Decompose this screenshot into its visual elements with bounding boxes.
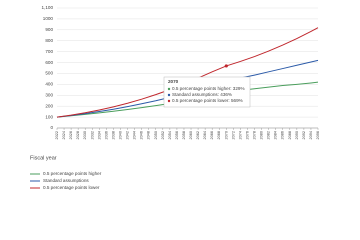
x-axis-title: Fiscal year bbox=[30, 155, 57, 161]
x-tick-label: 2058 bbox=[182, 131, 186, 139]
x-tick-label: 2046 bbox=[140, 131, 144, 139]
annotation-bullet bbox=[167, 87, 171, 91]
annotation-bullet bbox=[167, 99, 171, 103]
y-tick-label: 900 bbox=[45, 27, 53, 32]
y-tick-label: 1,100 bbox=[42, 5, 54, 10]
annotation-bullet bbox=[167, 93, 171, 97]
x-tick-label: 2074 bbox=[238, 131, 242, 139]
x-tick-label: 2036 bbox=[104, 131, 108, 139]
annotation-line: Standard assumptions: 436% bbox=[172, 92, 232, 97]
x-tick-label: 2056 bbox=[175, 131, 179, 139]
x-tick-label: 2086 bbox=[281, 131, 285, 139]
x-tick-label: 2076 bbox=[245, 131, 249, 139]
chart: Fiscal year 0 100 200 300 400 500 600 700 800 900… bbox=[30, 5, 320, 190]
x-tick-label: 2064 bbox=[203, 131, 207, 139]
x-tick-label: 2078 bbox=[253, 131, 257, 139]
x-tick-label: 2028 bbox=[76, 131, 80, 139]
x-tick-label: 2072 bbox=[231, 131, 235, 139]
y-tick-label: 700 bbox=[45, 49, 53, 54]
x-tick-label: 2070 bbox=[224, 131, 228, 139]
annotation-box bbox=[163, 76, 251, 108]
y-tick-label: 800 bbox=[45, 38, 53, 43]
x-tick-label: 2062 bbox=[196, 131, 200, 139]
x-tick-label: 2094 bbox=[309, 131, 313, 139]
y-tick-label: 0 bbox=[50, 125, 53, 130]
x-tick-label: 2090 bbox=[295, 131, 299, 139]
x-tick-label: 2024 bbox=[62, 131, 66, 139]
y-tick-label: 600 bbox=[45, 60, 53, 65]
x-tick-label: 2088 bbox=[288, 131, 292, 139]
y-tick-label: 1000 bbox=[43, 16, 54, 21]
x-tick-label: 2054 bbox=[168, 131, 172, 139]
x-tick-label: 2022 bbox=[55, 131, 59, 139]
x-tick-label: 2048 bbox=[147, 131, 151, 139]
legend-label: 0.5 percentage points higher bbox=[43, 171, 102, 176]
y-tick-label: 500 bbox=[45, 71, 53, 76]
x-tick-label: 2080 bbox=[260, 131, 264, 139]
x-tick-label: 2060 bbox=[189, 131, 193, 139]
legend-label: Standard assumptions bbox=[43, 178, 89, 183]
x-tick-label: 2038 bbox=[111, 131, 115, 139]
y-tick-label: 100 bbox=[45, 114, 53, 119]
annotation-line: 0.5 percentage points higher: 329% bbox=[172, 86, 245, 91]
x-tick-label: 2084 bbox=[274, 131, 278, 139]
x-tick-label: 2044 bbox=[133, 131, 137, 139]
x-tick-label: 2026 bbox=[69, 131, 73, 139]
legend-label: 0.5 percentage points lower bbox=[43, 185, 100, 190]
x-tick-label: 2030 bbox=[83, 131, 87, 139]
x-tick-label: 2082 bbox=[267, 131, 271, 139]
x-tick-label: 2042 bbox=[126, 131, 130, 139]
x-tick-label: 2096 bbox=[316, 131, 320, 139]
y-tick-label: 400 bbox=[45, 82, 53, 87]
annotation-marker bbox=[224, 64, 228, 68]
x-tick-label: 2068 bbox=[217, 131, 221, 139]
x-tick-label: 2052 bbox=[161, 131, 165, 139]
annotation-title: 2070 bbox=[168, 79, 179, 84]
x-tick-label: 2066 bbox=[210, 131, 214, 139]
x-tick-label: 2034 bbox=[97, 131, 101, 139]
x-tick-label: 2032 bbox=[90, 131, 94, 139]
annotation-line: 0.5 percentage points lower: 569% bbox=[172, 98, 243, 103]
y-tick-label: 200 bbox=[45, 103, 53, 108]
y-tick-label: 300 bbox=[45, 92, 53, 97]
x-tick-label: 2092 bbox=[302, 131, 306, 139]
x-tick-label: 2050 bbox=[154, 131, 158, 139]
x-tick-label: 2040 bbox=[118, 131, 122, 139]
